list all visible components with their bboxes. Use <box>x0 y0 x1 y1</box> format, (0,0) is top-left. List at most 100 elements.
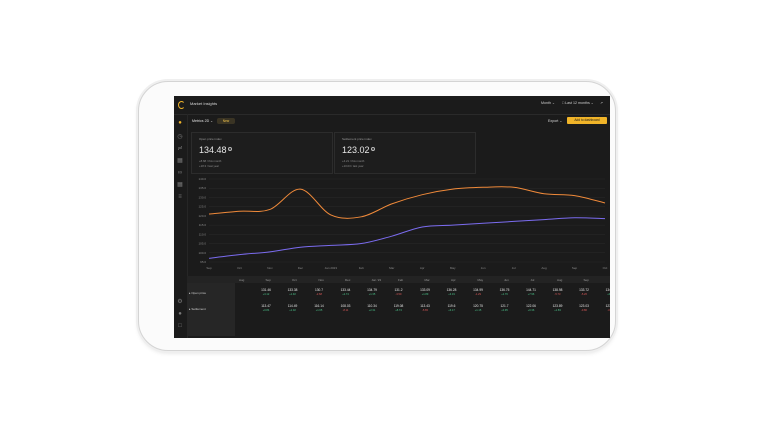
range-select[interactable]: □ Last 12 months ⌄ <box>562 101 594 105</box>
table-cell-value: 130.7 <box>315 288 323 292</box>
metrics-label: Metrics 2D <box>192 119 210 123</box>
table-column-header: May <box>477 278 484 282</box>
table-cell-change: +7.96 <box>527 293 535 296</box>
table-column-header: Jan '23 <box>371 278 382 282</box>
x-tick-label: Aug <box>541 266 547 270</box>
y-tick-label: 140.0 <box>198 177 206 181</box>
card-value: 134.48 <box>199 145 227 155</box>
dashboard-icon[interactable]: ● <box>178 120 182 126</box>
period-label: Month <box>541 101 551 105</box>
row-label-column <box>187 283 235 336</box>
table-cell-value: 138.98 <box>552 288 563 292</box>
table-column-header: Sep <box>583 278 589 282</box>
x-tick-label: Oct <box>603 266 608 270</box>
expand-icon[interactable]: ↗ <box>600 101 604 105</box>
settings-icon[interactable]: ⚙ <box>177 299 183 305</box>
table-cell-change: +0.76 <box>607 293 610 296</box>
table-cell-change: +2.74 <box>342 293 349 296</box>
table-cell-change: -1.29 <box>475 293 481 296</box>
chart-icon[interactable]: ≓ <box>177 146 183 152</box>
chevron-down-icon: ⌄ <box>552 101 556 105</box>
table-cell-change: +1.65 <box>315 309 323 312</box>
metric-card-open: Open price index 134.48 i +8.68 / this m… <box>191 132 333 174</box>
table-cell-value: 136.28 <box>446 288 457 292</box>
y-tick-label: 120.0 <box>198 214 206 218</box>
line-chart: 140.0 135.0 130.0 125.0 120.0 115.0 110.0 105.0… <box>198 177 608 270</box>
table-cell-change: +0.84 <box>262 309 270 312</box>
x-tick-label: Sep <box>572 266 578 270</box>
table-cell-value: 134.79 <box>367 288 377 292</box>
table-cell-change: +0.36 <box>527 309 535 312</box>
card-sub-year: +10.03 / last year <box>342 164 364 168</box>
card-value: 123.02 <box>342 145 370 155</box>
list-icon[interactable]: ≡ <box>178 194 182 200</box>
card-label: Open price index <box>199 137 222 141</box>
table-cell-value: 119.08 <box>393 304 404 308</box>
table-cell-change: +1.15 <box>474 309 482 312</box>
table-cell-change: +3.12 <box>262 293 270 296</box>
clock-icon[interactable]: ◷ <box>177 134 183 140</box>
series-line-1 <box>208 186 606 219</box>
y-tick-label: 130.0 <box>198 195 206 199</box>
grid-icon[interactable]: ▦ <box>177 182 183 188</box>
table-column-header: Feb <box>398 278 404 282</box>
table-cell-change: +1.02 <box>289 309 296 312</box>
export-button[interactable]: Export ⌄ <box>548 119 563 123</box>
table-column-header: Nov <box>318 278 324 282</box>
table-cell-value: 120.75 <box>473 304 483 308</box>
table-column-header: Aug <box>239 278 245 282</box>
table-column-header: Mar <box>424 278 430 282</box>
series-line-2 <box>208 217 606 259</box>
card-sub-year: +18.3 / last year <box>199 164 219 168</box>
table-cell-change: +1.83 <box>554 309 561 312</box>
table-cell-value: 134.48 <box>605 288 610 292</box>
table-cell-change: +1.89 <box>421 293 429 296</box>
user-icon[interactable]: □ <box>178 323 182 329</box>
period-select[interactable]: Month ⌄ <box>541 101 555 105</box>
y-tick-label: 125.0 <box>198 205 206 209</box>
table-cell-change: -5.65 <box>422 309 428 312</box>
app-logo-icon <box>178 101 185 109</box>
y-tick-label: 95.0 <box>200 260 206 264</box>
table-column-header: Sep <box>265 278 271 282</box>
x-tick-label: Mar <box>389 266 394 270</box>
x-tick-label: May <box>450 266 456 270</box>
table-cell-value: 144.71 <box>526 288 536 292</box>
metric-card-settlement: Settlement price index 123.02 i +4.21 / … <box>334 132 476 174</box>
table-cell-change: -0.01 <box>607 309 610 312</box>
table-cell-change: -5.26 <box>581 293 587 296</box>
table-cell-value: 133.38 <box>287 288 298 292</box>
x-tick-label: Jun <box>481 266 486 270</box>
link-icon[interactable]: ∞ <box>177 170 183 176</box>
bell-icon[interactable]: ● <box>178 311 182 317</box>
table-cell-value: 131.46 <box>261 288 271 292</box>
card-sub-month: +4.21 / this month <box>342 159 365 163</box>
info-icon[interactable]: i <box>228 147 232 152</box>
table-cell-value: 108.03 <box>340 304 351 308</box>
table-cell-value: 116.14 <box>314 304 324 308</box>
table-cell-value: 133.44 <box>340 288 351 292</box>
table-column-header: Jul <box>530 278 535 282</box>
table-column-header: Dec <box>345 278 351 282</box>
table-row-label[interactable]: ▸ Settlement <box>189 307 206 311</box>
top-bar: Market Insights Month ⌄ □ Last 12 months… <box>174 96 610 115</box>
x-tick-label: Nov <box>267 266 273 270</box>
table-cell-change: +1.92 <box>289 293 296 296</box>
info-icon[interactable]: i <box>371 147 375 152</box>
app-screen: Market Insights Month ⌄ □ Last 12 months… <box>174 96 610 338</box>
table-cell-value: 113.47 <box>261 304 271 308</box>
new-chip[interactable]: New <box>217 118 235 124</box>
bar-chart-icon[interactable]: ▦ <box>177 158 183 164</box>
table-row-label[interactable]: ▸ Open price <box>189 291 207 295</box>
table-cell-change: +1.35 <box>368 293 376 296</box>
y-tick-label: 100.0 <box>198 251 206 255</box>
table-column-header: Apr <box>451 278 456 282</box>
table-cell-value: 131.2 <box>394 288 403 292</box>
x-tick-label: Sep <box>206 266 212 270</box>
x-tick-label: Apr <box>420 266 425 270</box>
table-cell-change: +3.19 <box>448 293 455 296</box>
sidebar: ● ◷ ≓ ▦ ∞ ▦ ≡ ⚙ ● □ <box>174 114 188 338</box>
table-column-header: Jun <box>504 278 509 282</box>
add-to-dashboard-button[interactable]: Add to dashboard <box>567 117 607 124</box>
metrics-select[interactable]: Metrics 2D ⌄ <box>192 119 214 123</box>
